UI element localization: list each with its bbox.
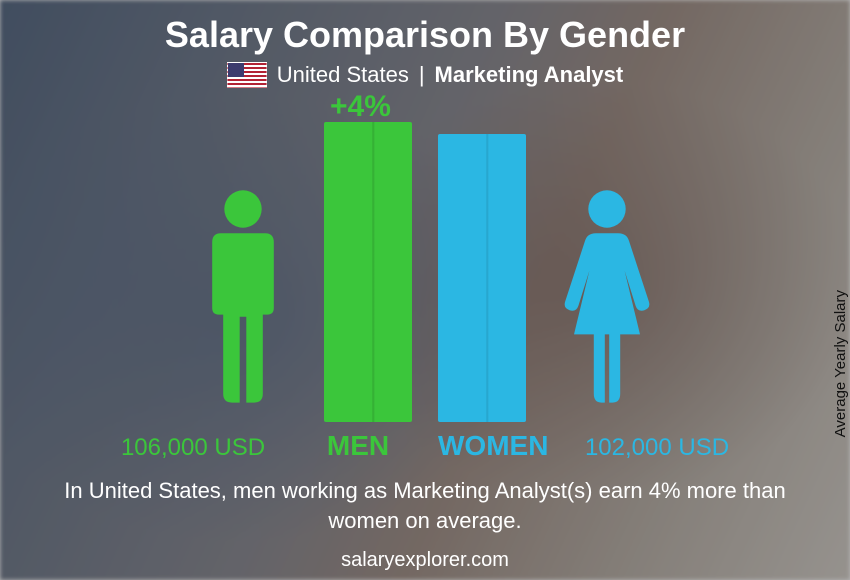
women-label: WOMEN: [438, 430, 546, 462]
source-label: salaryexplorer.com: [341, 549, 509, 572]
infographic-content: Salary Comparison By Gender United State…: [0, 0, 850, 580]
subtitle-row: United States | Marketing Analyst: [227, 62, 623, 88]
page-title: Salary Comparison By Gender: [165, 14, 685, 56]
men-salary-value: 106,000 USD: [108, 434, 278, 462]
men-label: MEN: [304, 430, 412, 462]
man-icon: [188, 172, 298, 422]
chart-area: +4%: [105, 92, 745, 422]
percent-difference-badge: +4%: [330, 90, 391, 124]
women-salary-value: 102,000 USD: [572, 434, 742, 462]
divider: |: [419, 62, 425, 88]
woman-icon: [552, 172, 662, 422]
us-flag-icon: [227, 62, 267, 88]
y-axis-label: Average Yearly Salary: [832, 290, 849, 437]
women-figure-col: [552, 172, 662, 422]
description-text: In United States, men working as Marketi…: [55, 476, 795, 535]
job-title-label: Marketing Analyst: [435, 62, 624, 88]
men-bar: [324, 122, 412, 422]
women-bar: [438, 134, 526, 422]
men-figure-col: [188, 172, 298, 422]
labels-row: 106,000 USD MEN WOMEN 102,000 USD: [105, 430, 745, 462]
country-label: United States: [277, 62, 409, 88]
